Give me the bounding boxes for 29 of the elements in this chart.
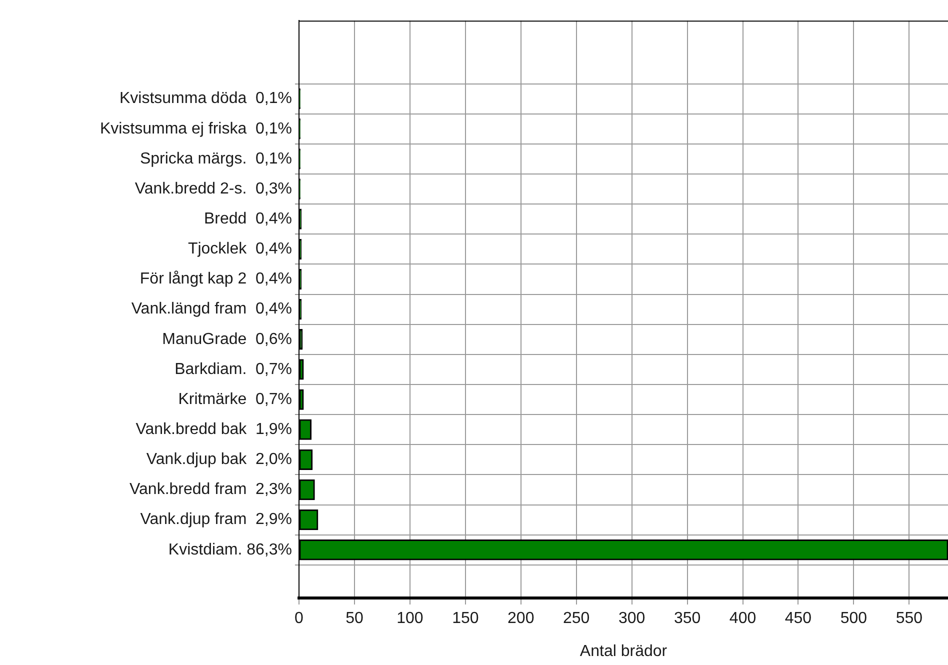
y-tick-label: Vank.bredd bak 1,9% — [136, 421, 292, 438]
y-tick-label: Spricka märgs. 0,1% — [140, 150, 292, 168]
y-tick-label: Bredd 0,4% — [204, 210, 292, 228]
y-tick-label: Vank.bredd fram 2,3% — [130, 481, 292, 498]
x-axis-title: Antal brädor — [580, 642, 668, 660]
y-tick-label: Kvistdiam. 86,3% — [168, 541, 292, 558]
x-tick-label: 550 — [896, 610, 923, 628]
y-tick-label: Vank.längd fram 0,4% — [131, 300, 292, 318]
x-tick-label: 250 — [563, 610, 590, 628]
y-tick-label: Kvistsumma döda 0,1% — [119, 90, 292, 108]
x-tick-label: 0 — [294, 610, 304, 628]
x-tick-label: 450 — [784, 610, 812, 628]
x-tick-label: 400 — [729, 610, 756, 628]
x-tick-label: 500 — [840, 610, 868, 628]
y-tick-label: Tjocklek 0,4% — [188, 240, 292, 258]
y-tick-label: Vank.djup fram 2,9% — [140, 511, 292, 528]
x-tick-label: 150 — [452, 610, 479, 628]
y-tick-label: Kvistsumma ej friska 0,1% — [100, 120, 292, 138]
y-tick-label: Kritmärke 0,7% — [178, 390, 292, 408]
x-tick-label: 350 — [674, 610, 701, 628]
x-tick-label: 300 — [618, 610, 646, 628]
x-tick-label: 100 — [396, 610, 424, 628]
y-tick-label: Vank.bredd 2-s. 0,3% — [134, 180, 292, 198]
y-tick-label: Barkdiam. 0,7% — [174, 360, 292, 378]
y-tick-label: Vank.djup bak 2,0% — [146, 451, 292, 468]
x-tick-label: 200 — [508, 610, 534, 628]
y-tick-label: För långt kap 2 0,4% — [140, 270, 292, 288]
y-tick-label: ManuGrade 0,6% — [162, 330, 292, 348]
x-tick-label: 50 — [346, 610, 364, 628]
